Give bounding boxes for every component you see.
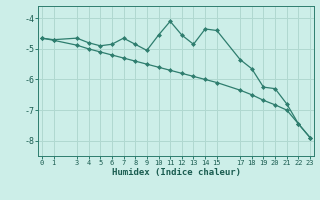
X-axis label: Humidex (Indice chaleur): Humidex (Indice chaleur) xyxy=(111,168,241,177)
